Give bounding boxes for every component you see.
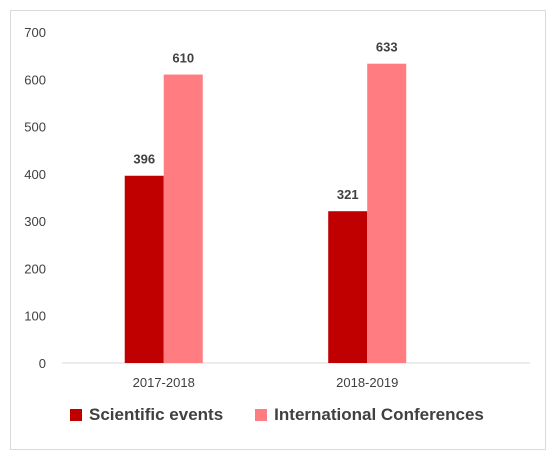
y-tick-label: 500 — [24, 120, 46, 135]
legend-item-scientific-events: Scientific events — [70, 405, 223, 425]
y-tick-label: 0 — [39, 356, 46, 371]
data-label: 610 — [172, 51, 194, 66]
x-axis: 2017-2018 2018-2019 — [133, 375, 399, 390]
x-tick-label: 2018-2019 — [336, 375, 398, 390]
legend-item-international-conferences: International Conferences — [255, 405, 484, 425]
legend-swatch — [70, 409, 82, 421]
y-axis: 0 100 200 300 400 500 600 700 — [24, 25, 46, 371]
data-label: 396 — [133, 152, 155, 167]
data-label: 633 — [376, 40, 398, 55]
legend-label: International Conferences — [274, 405, 484, 424]
bar-international-conferences-2018-2019 — [367, 63, 407, 363]
x-tick-label: 2017-2018 — [133, 375, 195, 390]
bar-scientific-events-2018-2019 — [328, 211, 368, 363]
y-tick-label: 700 — [24, 25, 46, 40]
legend-swatch — [255, 409, 268, 421]
y-tick-label: 200 — [24, 261, 46, 276]
data-label: 321 — [337, 187, 359, 202]
bar-scientific-events-2017-2018 — [124, 175, 164, 363]
chart-frame — [10, 10, 546, 450]
bar-chart: 0 100 200 300 400 500 600 700 396 610 321 633 2017… — [24, 25, 530, 390]
bar-international-conferences-2017-2018 — [163, 74, 203, 364]
bars-group — [124, 63, 407, 364]
data-labels-group: 396 610 321 633 — [133, 40, 397, 203]
y-tick-label: 300 — [24, 214, 46, 229]
legend-label: Scientific events — [89, 405, 224, 424]
y-tick-label: 100 — [24, 309, 46, 324]
y-tick-label: 400 — [24, 167, 46, 182]
y-tick-label: 600 — [24, 72, 46, 87]
legend: Scientific events International Conferen… — [70, 405, 484, 425]
